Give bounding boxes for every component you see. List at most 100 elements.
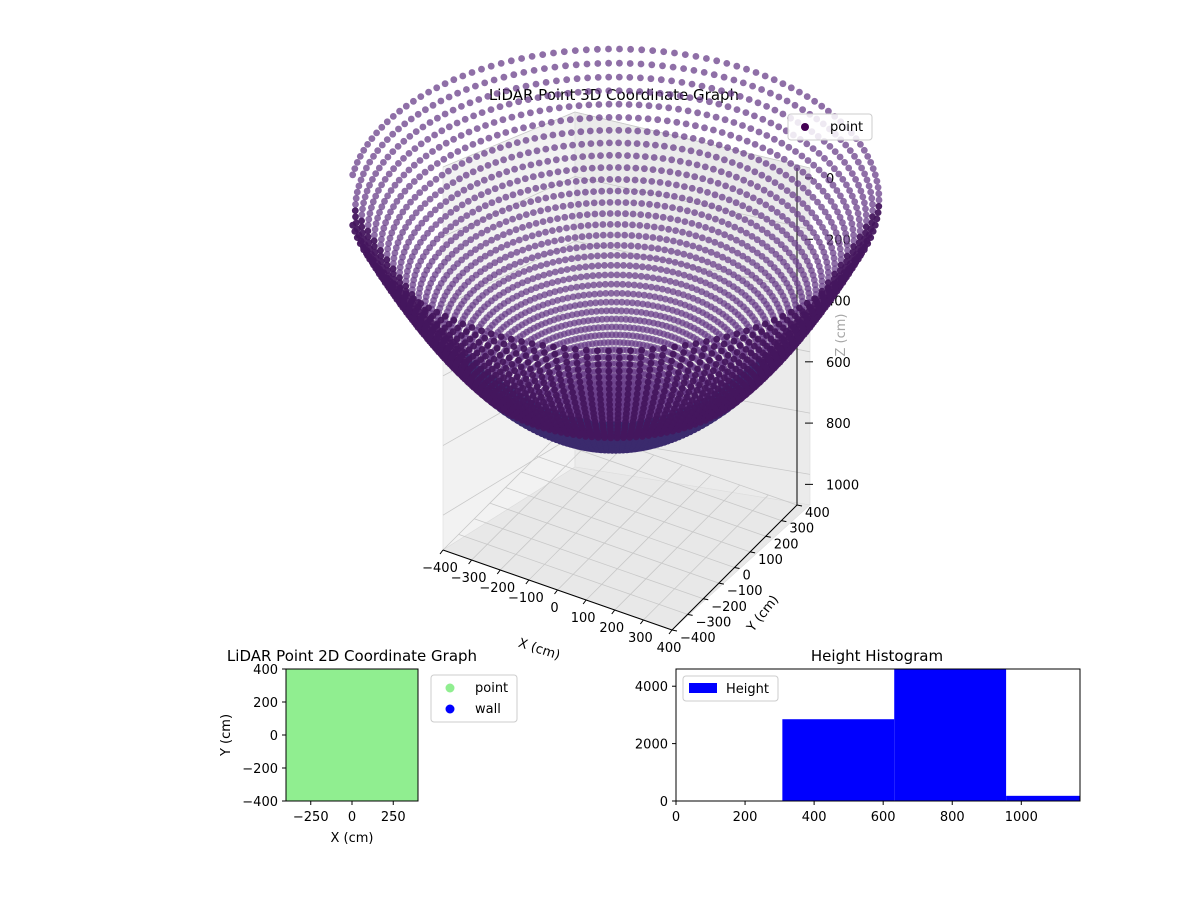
lidar-point xyxy=(683,240,690,248)
lidar-point xyxy=(551,63,559,71)
x-tick-label: 200 xyxy=(599,621,624,636)
lidar-point xyxy=(831,203,838,211)
lidar-point xyxy=(572,178,580,185)
lidar-point xyxy=(698,211,706,219)
lidar-point xyxy=(563,167,570,175)
lidar-point xyxy=(842,141,850,149)
lidar-point xyxy=(562,62,569,70)
lidar-point xyxy=(836,213,844,221)
lidar-point xyxy=(556,287,564,294)
lidar-point xyxy=(641,165,648,173)
lidar-point xyxy=(548,279,556,287)
lidar-point xyxy=(783,231,791,239)
lidar-point xyxy=(594,252,601,260)
lidar-point xyxy=(535,230,543,238)
lidar-point xyxy=(865,182,873,190)
lidar-point xyxy=(427,210,434,218)
lidar-point xyxy=(693,198,701,206)
lidar-point xyxy=(875,190,883,198)
lidar-point xyxy=(526,266,533,273)
lidar-point xyxy=(534,94,542,101)
lidar-point xyxy=(548,181,555,189)
lidar-point xyxy=(675,270,682,277)
lidar-point xyxy=(710,71,718,79)
lidar-point xyxy=(487,249,494,257)
y-tick xyxy=(734,567,740,569)
x-tick-label: 300 xyxy=(628,631,653,646)
lidar-point xyxy=(472,233,480,240)
lidar-point xyxy=(624,152,631,160)
lidar-point xyxy=(567,284,575,292)
lidar-point xyxy=(704,151,712,159)
lidar-point xyxy=(351,207,359,215)
point-cloud xyxy=(349,45,883,454)
lidar-point xyxy=(479,216,487,224)
lidar-point xyxy=(515,270,522,278)
lidar-point xyxy=(422,215,430,223)
lidar-point xyxy=(426,180,434,188)
lidar-point xyxy=(540,133,548,141)
lidar-point xyxy=(642,140,650,148)
lidar-point xyxy=(760,186,768,194)
lidar-point xyxy=(520,200,527,208)
lidar-point xyxy=(656,294,664,302)
lidar-point xyxy=(638,200,646,207)
lidar-point xyxy=(779,80,787,88)
lidar-point xyxy=(527,161,535,169)
lidar-point xyxy=(520,69,528,76)
lidar-point xyxy=(715,141,723,149)
lidar-point xyxy=(603,307,610,315)
lidar-point xyxy=(573,189,581,197)
lidar-point xyxy=(410,161,418,169)
lidar-point xyxy=(381,176,389,183)
lidar-point xyxy=(846,187,853,194)
lidar-point xyxy=(787,160,795,167)
lidar-point xyxy=(778,227,786,235)
lidar-point xyxy=(483,226,491,234)
lidar-point xyxy=(730,76,738,84)
lidar-point xyxy=(766,148,774,155)
lidar-point xyxy=(521,175,529,183)
lidar-point xyxy=(794,195,802,203)
lidar-point xyxy=(696,96,704,103)
lidar-point xyxy=(739,79,747,87)
lidar-point xyxy=(505,204,513,212)
lidar-point xyxy=(663,117,671,125)
lidar-point xyxy=(478,65,485,73)
lidar-point xyxy=(671,131,679,139)
lidar-point xyxy=(490,76,498,84)
lidar-point xyxy=(542,194,550,202)
lidar-point xyxy=(788,175,796,183)
lidar-point xyxy=(855,215,863,223)
lidar-point xyxy=(378,123,386,131)
lidar-point xyxy=(625,281,632,288)
lidar-point xyxy=(707,248,715,256)
lidar-point xyxy=(405,219,413,226)
lidar-point xyxy=(546,105,553,113)
lidar-point xyxy=(587,299,594,307)
lidar-point xyxy=(643,128,651,136)
lidar-point xyxy=(558,236,565,244)
lidar-point xyxy=(383,274,391,282)
lidar-point xyxy=(607,289,615,297)
lidar-point xyxy=(380,159,387,166)
lidar-point xyxy=(845,164,853,172)
lidar-point xyxy=(799,200,807,208)
lidar-point xyxy=(458,201,466,209)
lidar-point xyxy=(821,208,829,216)
lidar-point xyxy=(391,181,399,189)
lidar-point xyxy=(608,298,615,306)
lidar-point xyxy=(773,194,780,202)
lidar-point xyxy=(530,67,538,74)
lidar-point xyxy=(799,168,807,176)
lidar-point xyxy=(632,164,640,172)
lidar-point xyxy=(466,99,474,107)
lidar-point xyxy=(566,245,574,253)
lidar-point xyxy=(569,141,576,149)
lidar-point xyxy=(560,276,567,284)
lidar-point xyxy=(584,282,592,289)
lidar-point xyxy=(804,157,812,164)
lidar-point xyxy=(671,193,678,200)
lidar-point xyxy=(805,173,812,181)
lidar-point xyxy=(666,91,674,98)
